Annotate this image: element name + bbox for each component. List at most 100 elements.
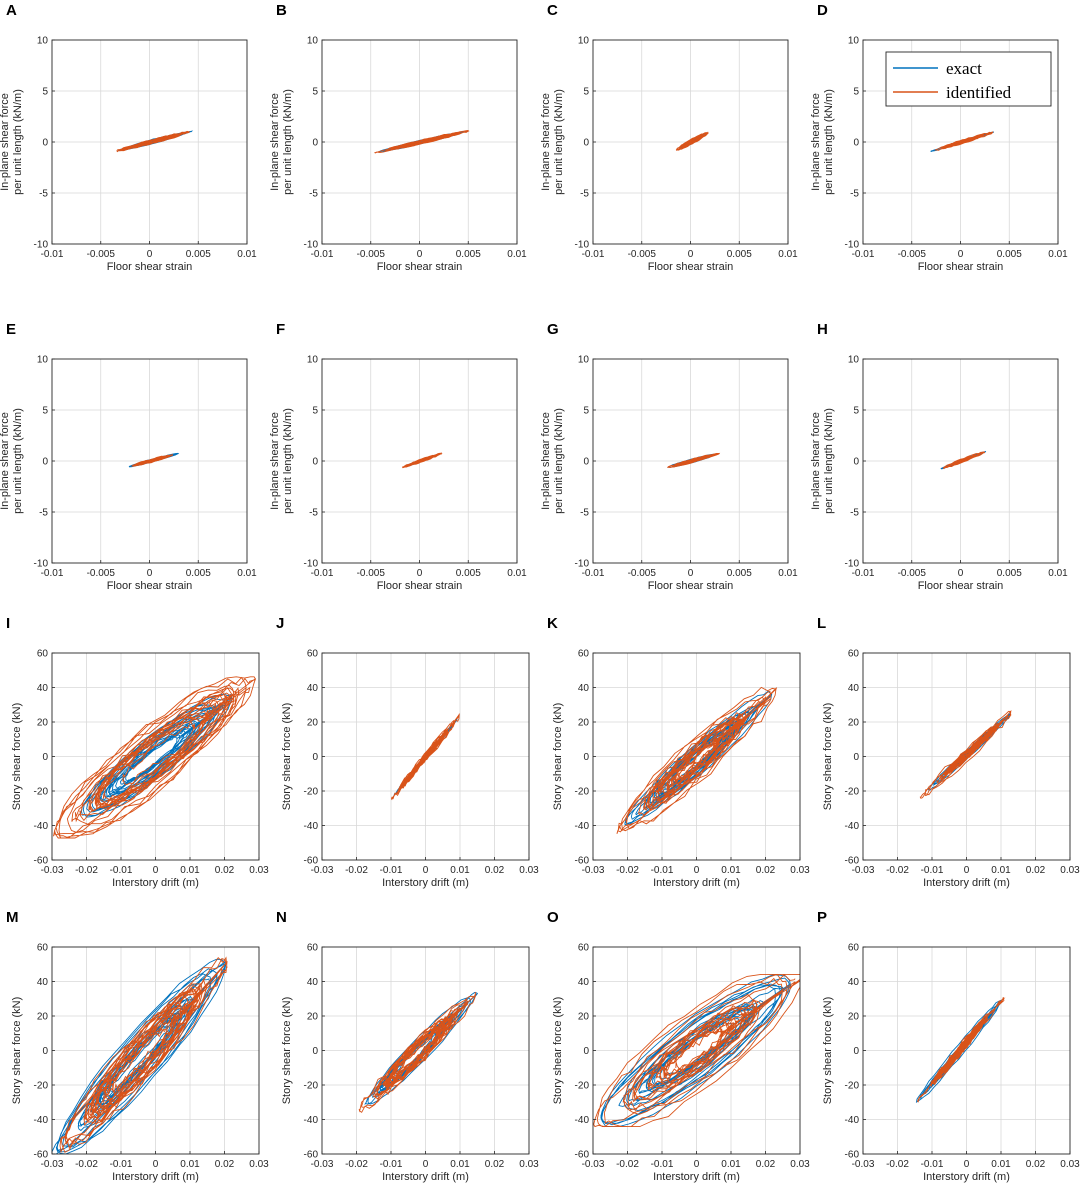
y-axis-label: per unit length (kN/m) xyxy=(553,89,565,195)
identified-series-line xyxy=(934,131,994,151)
y-tick-label: 10 xyxy=(37,36,49,47)
panel-label: L xyxy=(817,615,826,632)
x-tick-label: 0.005 xyxy=(997,568,1022,579)
y-tick-label: 0 xyxy=(42,752,48,763)
panel-label: O xyxy=(547,909,559,926)
y-tick-label: 0 xyxy=(583,752,589,763)
x-tick-label: -0.01 xyxy=(582,249,605,260)
panel-label: M xyxy=(6,909,19,926)
y-tick-label: -20 xyxy=(304,1081,319,1092)
x-tick-label: -0.01 xyxy=(582,568,605,579)
panel-k: K -0.03 -0.02 -0.01 0 0.01 0.02 0.03 -60 -40 -20 0 2… xyxy=(547,615,810,889)
identified-series-line xyxy=(131,453,174,467)
identified-series-line xyxy=(402,452,443,469)
legend: exact identified xyxy=(885,51,1052,107)
y-axis-label: Story shear force (kN) xyxy=(822,997,834,1105)
x-tick-label: 0.02 xyxy=(756,1159,776,1170)
data-area xyxy=(675,131,710,152)
x-tick-label: 0.01 xyxy=(180,1159,200,1170)
x-tick-label: -0.01 xyxy=(311,249,334,260)
panel-f: F -0.01 -0.005 0 0.005 0.01 -10 -5 0 5 10 Floor she… xyxy=(269,321,527,592)
y-tick-label: -10 xyxy=(575,559,590,570)
x-tick-label: -0.005 xyxy=(628,249,657,260)
data-area xyxy=(919,709,1012,799)
panel-d: D -0.01 -0.005 0 0.005 0.01 -10 -5 0 5 10 Floor she… xyxy=(810,2,1068,273)
x-tick-label: 0.01 xyxy=(450,865,470,876)
x-tick-label: -0.02 xyxy=(886,865,909,876)
y-axis-label: In-plane shear force xyxy=(0,93,11,191)
y-tick-label: 0 xyxy=(583,138,589,149)
x-tick-label: 0.03 xyxy=(1060,1159,1080,1170)
y-tick-label: 60 xyxy=(578,649,590,660)
y-tick-label: 10 xyxy=(37,355,49,366)
x-tick-label: 0.02 xyxy=(756,865,776,876)
x-tick-label: 0.005 xyxy=(186,568,211,579)
y-axis-label: In-plane shear force xyxy=(810,412,822,510)
x-tick-label: 0.03 xyxy=(249,865,269,876)
y-tick-label: 60 xyxy=(578,943,590,954)
y-tick-label: -5 xyxy=(850,189,859,200)
data-area xyxy=(374,130,470,154)
grid xyxy=(322,653,529,860)
x-tick-label: 0.03 xyxy=(249,1159,269,1170)
identified-series-line xyxy=(358,991,477,1113)
identified-series-line xyxy=(53,676,257,839)
x-tick-label: 0.02 xyxy=(1026,865,1046,876)
y-tick-label: -60 xyxy=(575,1150,590,1161)
x-tick-label: 0 xyxy=(417,249,423,260)
x-tick-label: -0.03 xyxy=(582,1159,605,1170)
y-axis-label: per unit length (kN/m) xyxy=(282,408,294,514)
x-tick-label: -0.005 xyxy=(898,249,927,260)
grid xyxy=(593,947,800,1154)
y-tick-label: -5 xyxy=(39,189,48,200)
y-axis-label: per unit length (kN/m) xyxy=(12,89,24,195)
panel-label: P xyxy=(817,909,827,926)
y-tick-label: -10 xyxy=(34,240,49,251)
y-tick-label: 5 xyxy=(42,87,48,98)
identified-series-line xyxy=(919,709,1012,799)
x-tick-label: 0 xyxy=(147,568,153,579)
y-tick-label: 60 xyxy=(848,649,860,660)
x-tick-label: 0.005 xyxy=(456,249,481,260)
x-tick-label: -0.02 xyxy=(616,865,639,876)
y-tick-label: -40 xyxy=(304,1115,319,1126)
y-axis-label: In-plane shear force xyxy=(0,412,11,510)
panel-label: F xyxy=(276,321,285,338)
x-tick-label: -0.02 xyxy=(886,1159,909,1170)
data-area xyxy=(52,956,228,1154)
panel-j: J -0.03 -0.02 -0.01 0 0.01 0.02 0.03 -60 -40 -20 0 2… xyxy=(276,615,539,889)
x-tick-label: -0.03 xyxy=(311,1159,334,1170)
x-axis-label: Floor shear strain xyxy=(107,261,193,273)
y-tick-label: -40 xyxy=(575,821,590,832)
y-tick-label: -20 xyxy=(34,787,49,798)
identified-series-line xyxy=(391,712,460,801)
panel-m: M -0.03 -0.02 -0.01 0 0.01 0.02 0.03 -60 -40 -20 0 2… xyxy=(6,909,269,1183)
y-tick-label: -40 xyxy=(845,821,860,832)
legend-label-identified: identified xyxy=(946,83,1012,102)
y-tick-label: 20 xyxy=(578,718,590,729)
x-tick-label: 0.01 xyxy=(991,865,1011,876)
x-tick-label: 0 xyxy=(688,568,694,579)
x-tick-label: 0.02 xyxy=(215,865,235,876)
panel-label: H xyxy=(817,321,828,338)
x-tick-label: -0.005 xyxy=(357,568,386,579)
x-tick-label: -0.03 xyxy=(41,1159,64,1170)
y-tick-label: 0 xyxy=(853,752,859,763)
x-tick-label: 0.03 xyxy=(519,865,539,876)
y-tick-label: -20 xyxy=(845,787,860,798)
x-tick-label: 0 xyxy=(964,865,970,876)
y-tick-label: 0 xyxy=(312,1046,318,1057)
x-axis-label: Floor shear strain xyxy=(107,580,193,592)
y-tick-label: -20 xyxy=(575,1081,590,1092)
x-tick-label: 0 xyxy=(958,568,964,579)
y-tick-label: 0 xyxy=(312,457,318,468)
y-tick-label: 20 xyxy=(848,718,860,729)
x-tick-label: 0.01 xyxy=(237,568,257,579)
y-tick-label: -10 xyxy=(845,240,860,251)
y-tick-label: 0 xyxy=(312,752,318,763)
x-tick-label: 0.01 xyxy=(1048,249,1068,260)
y-axis-label: Story shear force (kN) xyxy=(11,997,23,1105)
y-tick-label: 0 xyxy=(42,457,48,468)
panel-h: H -0.01 -0.005 0 0.005 0.01 -10 -5 0 5 10 Floor she… xyxy=(810,321,1068,592)
grid xyxy=(593,653,800,860)
